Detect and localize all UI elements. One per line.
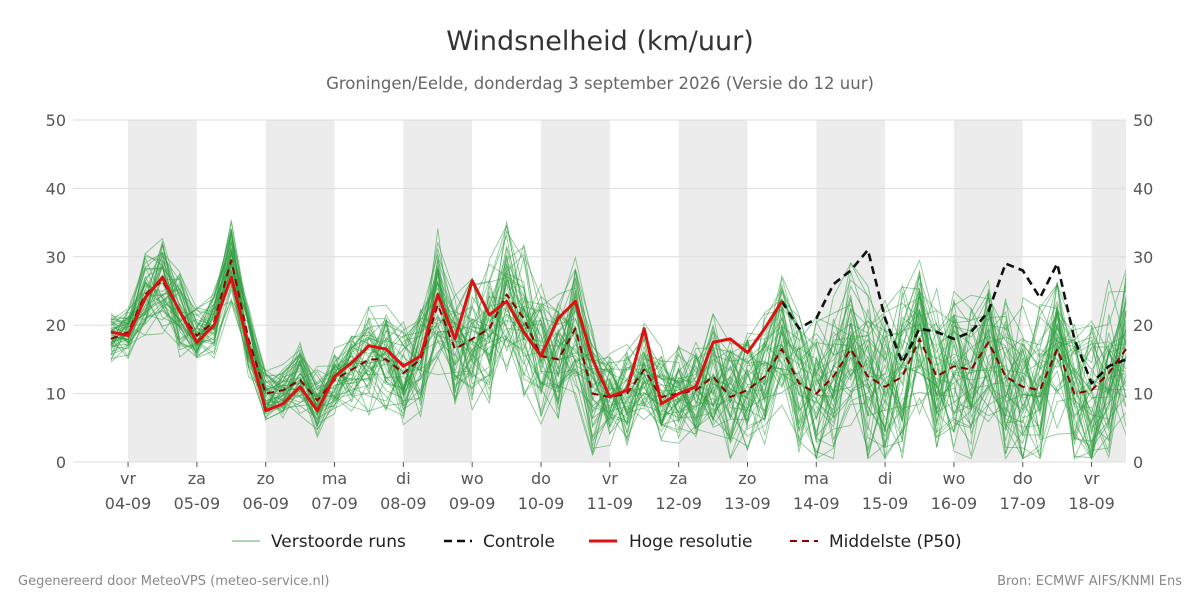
y-tick-right-20: 20: [1133, 316, 1153, 335]
y-tick-right-50: 50: [1133, 111, 1153, 130]
x-tick-weekday-3: ma: [322, 469, 347, 488]
main-series: [110, 248, 1127, 413]
y-tick-left-30: 30: [46, 248, 66, 267]
x-tick-weekday-5: wo: [461, 469, 484, 488]
x-tick-date-11: 15-09: [862, 494, 909, 513]
y-tick-left-40: 40: [46, 179, 66, 198]
x-tick-weekday-7: vr: [602, 469, 618, 488]
footer-source: Bron: ECMWF AIFS/KNMI Ens: [997, 574, 1182, 589]
x-tick-date-10: 14-09: [793, 494, 840, 513]
x-tick-date-0: 04-09: [105, 494, 152, 513]
ensemble-member-35: [110, 289, 1127, 460]
x-tick-date-2: 06-09: [242, 494, 289, 513]
ensemble-member-45: [110, 244, 1127, 439]
x-tick-weekday-12: wo: [943, 469, 966, 488]
x-axis-tick-labels: vr 04-09 za 05-09 zo 06-09 ma 07-09 di 08-09 wo 09-…: [105, 462, 1115, 513]
x-tick-weekday-0: vr: [120, 469, 136, 488]
legend-label-hoge-resolutie: Hoge resolutie: [629, 532, 753, 552]
chart-title: Windsnelheid (km/uur): [446, 26, 754, 57]
ensemble-member-41: [110, 221, 1127, 422]
ensemble-member-43: [110, 237, 1127, 417]
x-tick-weekday-10: ma: [804, 469, 829, 488]
ensemble-member-38: [110, 270, 1127, 459]
footer-generated-by: Gegenereerd door MeteoVPS (meteo-service…: [18, 574, 329, 589]
x-tick-weekday-8: za: [670, 469, 688, 488]
legend-label-controle: Controle: [483, 532, 555, 552]
x-tick-weekday-4: di: [396, 469, 411, 488]
ensemble-member-46: [110, 231, 1127, 420]
y-tick-left-10: 10: [46, 385, 66, 404]
y-tick-left-50: 50: [46, 111, 66, 130]
chart-subtitle: Groningen/Eelde, donderdag 3 september 2…: [326, 74, 874, 93]
y-tick-left-0: 0: [56, 453, 66, 472]
ensemble-member-49: [110, 289, 1127, 454]
x-tick-date-9: 13-09: [724, 494, 771, 513]
x-tick-date-7: 11-09: [587, 494, 634, 513]
y-tick-right-10: 10: [1133, 385, 1153, 404]
ensemble-member-44: [110, 247, 1127, 460]
x-tick-weekday-11: di: [878, 469, 893, 488]
x-tick-weekday-13: do: [1013, 469, 1033, 488]
x-tick-weekday-2: zo: [257, 469, 275, 488]
series-middelste-p50: [110, 259, 1127, 402]
x-tick-date-13: 17-09: [1000, 494, 1047, 513]
x-tick-date-14: 18-09: [1068, 494, 1115, 513]
legend-label-middelste: Middelste (P50): [829, 532, 962, 552]
ensemble-member-33: [110, 246, 1127, 461]
series-controle: [780, 248, 1127, 385]
x-tick-date-4: 08-09: [380, 494, 427, 513]
x-tick-date-6: 10-09: [518, 494, 565, 513]
x-tick-date-3: 07-09: [311, 494, 358, 513]
y-tick-right-0: 0: [1133, 453, 1143, 472]
x-tick-date-5: 09-09: [449, 494, 496, 513]
x-tick-date-12: 16-09: [931, 494, 978, 513]
ensemble-member-50: [110, 273, 1127, 460]
x-tick-weekday-14: vr: [1084, 469, 1100, 488]
y-tick-right-40: 40: [1133, 179, 1153, 198]
y-tick-right-30: 30: [1133, 248, 1153, 267]
legend-label-verstoorde-runs: Verstoorde runs: [271, 532, 406, 552]
series-hoge-resolutie: [110, 275, 784, 413]
ensemble-member-47: [110, 267, 1127, 460]
x-tick-date-8: 12-09: [655, 494, 702, 513]
x-tick-date-1: 05-09: [174, 494, 221, 513]
y-tick-left-20: 20: [46, 316, 66, 335]
x-tick-weekday-6: do: [531, 469, 551, 488]
legend: Verstoorde runs Controle Hoge resolutie …: [232, 532, 962, 552]
x-tick-weekday-1: za: [188, 469, 206, 488]
y-axis-tick-labels: 0 0 10 10 20 20 30 30 40 40 50 50: [46, 111, 1154, 472]
x-tick-weekday-9: zo: [738, 469, 756, 488]
ensemble-member-48: [110, 265, 1127, 459]
